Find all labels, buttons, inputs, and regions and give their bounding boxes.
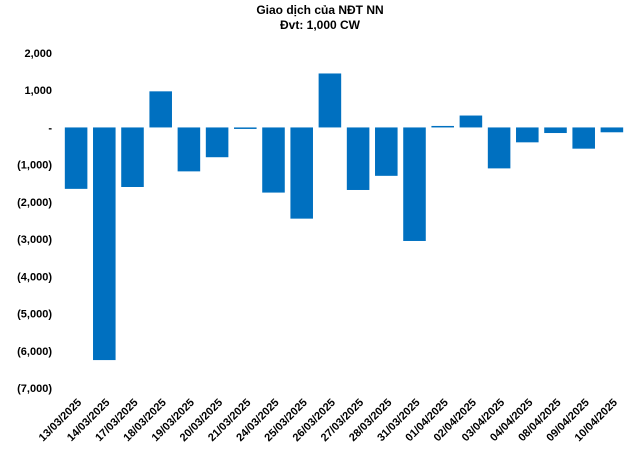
y-tick-label: (5,000) [17, 309, 52, 321]
y-tick-label: (7,000) [17, 383, 52, 395]
bar [177, 127, 201, 172]
bars [64, 73, 624, 361]
bar [375, 127, 398, 176]
bar [121, 127, 144, 187]
bar [262, 127, 285, 193]
y-tick-label: (4,000) [17, 271, 52, 283]
bar [459, 115, 483, 128]
bar [346, 127, 370, 190]
y-axis: 2,000 1,000 - (1,000) (2,000) (3,000) (4,000) (… [17, 48, 52, 395]
bar [544, 127, 567, 134]
bar [572, 127, 595, 149]
bar [149, 91, 172, 128]
bar [318, 73, 342, 128]
bar [600, 127, 624, 133]
bar [403, 127, 426, 241]
y-tick-label: 2,000 [24, 48, 52, 60]
y-tick-label: (2,000) [17, 197, 52, 209]
y-tick-label: (3,000) [17, 234, 52, 246]
bar [234, 127, 257, 129]
bar [93, 127, 116, 361]
y-tick-label: - [48, 122, 52, 134]
y-tick-label: 1,000 [24, 85, 52, 97]
bar [431, 125, 454, 128]
bar [290, 127, 313, 219]
y-tick-label: (6,000) [17, 346, 52, 358]
bar [516, 127, 539, 143]
chart-subtitle: Đvt: 1,000 CW [280, 18, 361, 32]
bar [64, 127, 88, 189]
bar [487, 127, 511, 169]
y-tick-label: (1,000) [17, 160, 52, 172]
bar [205, 127, 229, 158]
chart-title: Giao dịch của NĐT NN [256, 3, 383, 17]
x-axis: 13/03/202514/03/202517/03/202518/03/2025… [37, 397, 620, 444]
